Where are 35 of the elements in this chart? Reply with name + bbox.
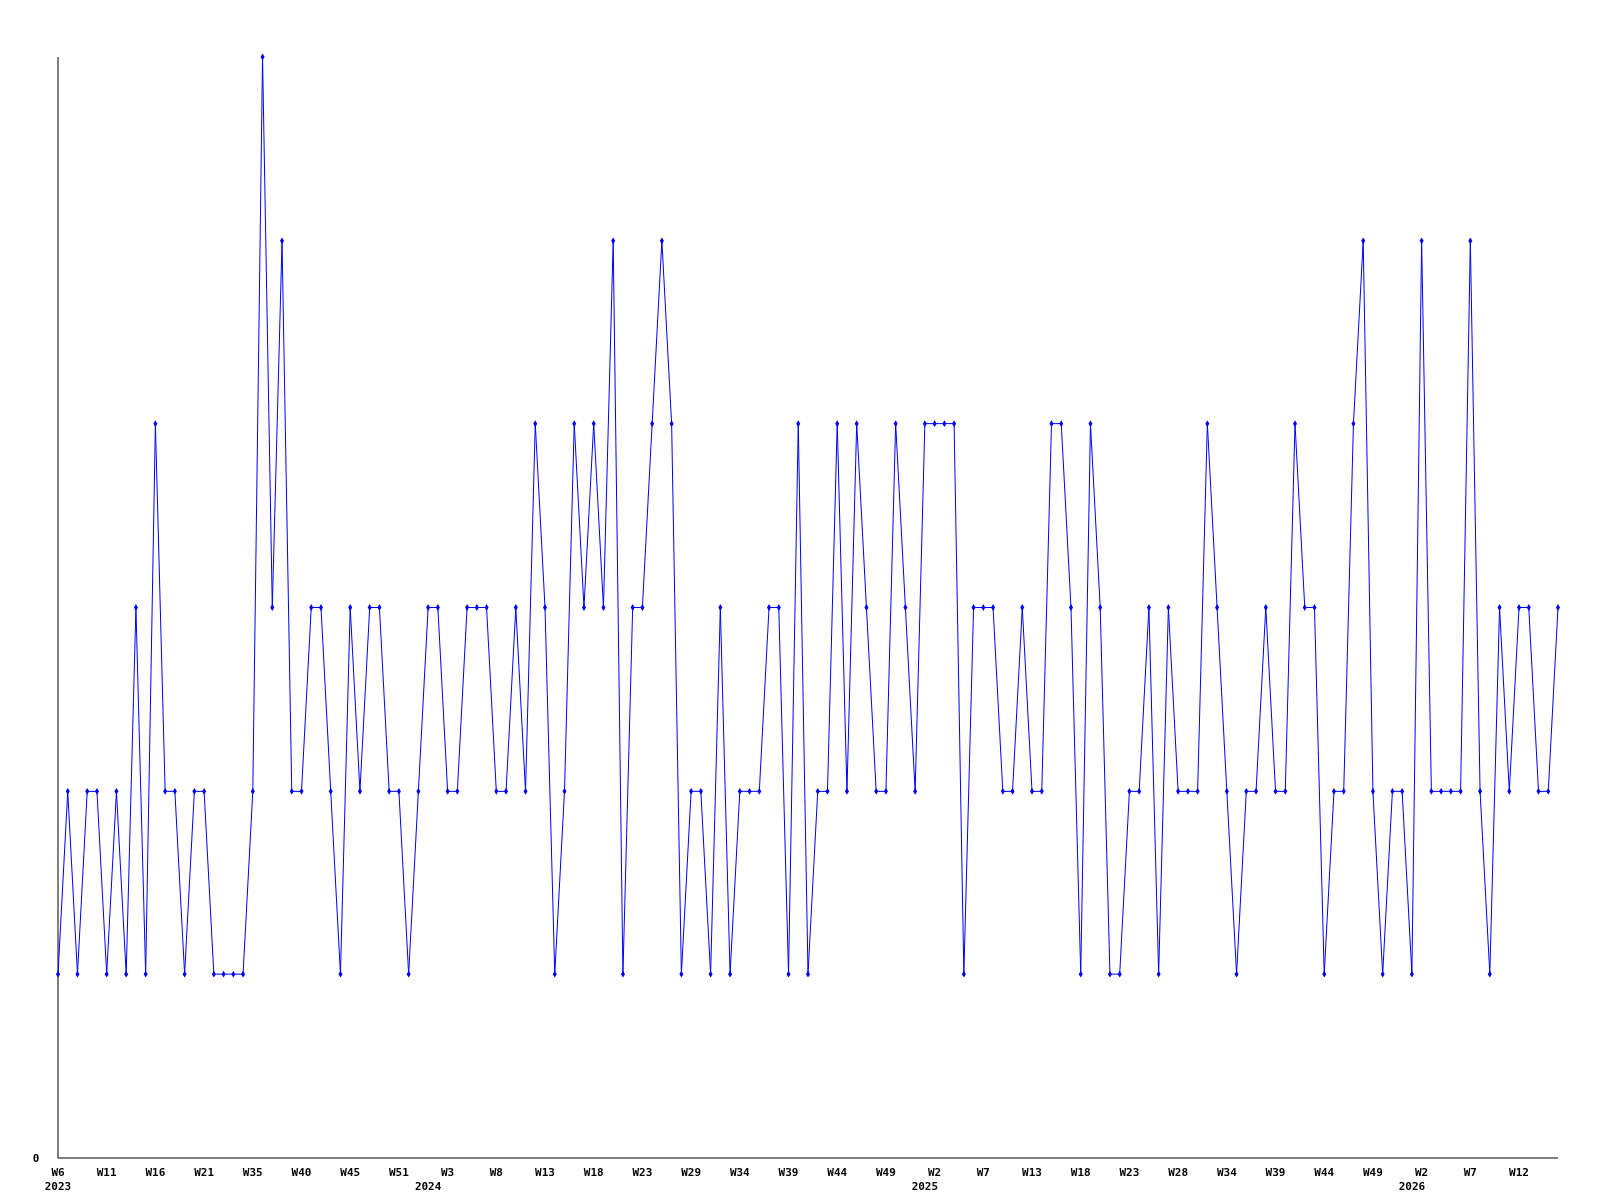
x-tick-label: W7: [1463, 1166, 1477, 1179]
x-tick-label: W23: [632, 1166, 653, 1179]
x-tick-label: W18: [583, 1166, 604, 1179]
x-tick-label: W45: [340, 1166, 361, 1179]
x-tick-label: W2: [928, 1166, 942, 1179]
x-tick-label: 2025: [911, 1180, 939, 1193]
x-tick-label: W44: [1314, 1166, 1335, 1179]
x-tick-label: W23: [1119, 1166, 1140, 1179]
x-tick-label: W39: [1265, 1166, 1286, 1179]
x-tick-label: W29: [681, 1166, 702, 1179]
x-tick-label: W13: [535, 1166, 555, 1179]
x-tick-label: 2024: [414, 1180, 442, 1193]
x-tick-label: W16: [145, 1166, 166, 1179]
x-tick-label: W49: [875, 1166, 896, 1179]
x-tick-label: W12: [1509, 1166, 1529, 1179]
x-tick-label: W39: [778, 1166, 799, 1179]
x-tick-label: W34: [1216, 1166, 1238, 1179]
x-tick-label: W3: [440, 1166, 455, 1179]
x-tick-label: W6 2023: [44, 1166, 72, 1193]
x-tick-label: W11: [96, 1166, 118, 1179]
x-tick-label: W44: [827, 1166, 848, 1179]
x-tick-label: W49: [1363, 1166, 1383, 1179]
x-tick-label: W51: [388, 1166, 410, 1179]
x-tick-label: W8: [489, 1166, 503, 1179]
x-tick-label: W21: [194, 1166, 215, 1179]
x-tick-label: W34: [729, 1166, 751, 1179]
x-tick-label: W13: [1022, 1166, 1042, 1179]
x-tick-label: W18: [1070, 1166, 1091, 1179]
x-tick-label: W35: [242, 1166, 263, 1179]
x-tick-label: W2: [1415, 1166, 1429, 1179]
x-tick-label: 2026: [1398, 1180, 1426, 1193]
x-tick-label: W40: [291, 1166, 312, 1179]
text: 0: [32, 1152, 40, 1165]
x-tick-label: W7: [976, 1166, 990, 1179]
x-tick-label: W28: [1168, 1166, 1189, 1179]
